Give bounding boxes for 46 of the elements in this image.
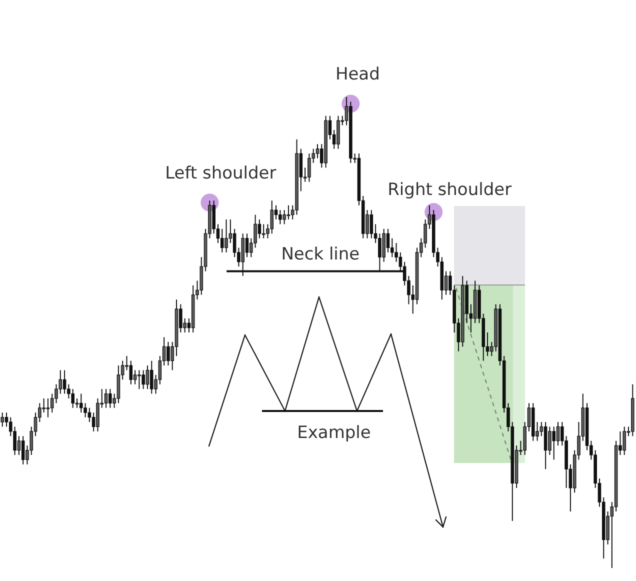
candlestick: [146, 364, 150, 390]
candlestick: [382, 228, 386, 262]
candlestick: [116, 364, 120, 404]
candlestick: [46, 398, 50, 418]
candlestick: [370, 210, 374, 239]
candlestick: [166, 341, 170, 366]
candlestick: [104, 388, 108, 408]
candlestick: [79, 393, 83, 414]
candlestick: [108, 388, 112, 408]
candlestick: [4, 412, 8, 428]
candlestick: [212, 200, 216, 234]
ref-line-label: Neck line: [281, 244, 360, 264]
candlestick: [282, 210, 286, 225]
candlestick: [262, 224, 266, 239]
candlestick: [220, 228, 224, 253]
candlestick: [308, 153, 311, 182]
candlestick: [544, 421, 548, 470]
candlestick: [96, 398, 100, 432]
candlestick: [42, 398, 46, 414]
candlestick: [232, 228, 236, 258]
candlestick: [556, 421, 560, 446]
text: Head: [335, 64, 380, 85]
candlestick: [245, 233, 249, 258]
candlestick: [75, 398, 79, 408]
annotation: Example: [297, 423, 371, 443]
candlestick: [138, 370, 141, 390]
annotation: Left shoulder: [165, 164, 276, 184]
candlestick: [278, 210, 282, 225]
candlestick: [286, 204, 290, 220]
candlestick: [142, 370, 145, 390]
candlestick: [552, 426, 556, 460]
candlestick: [150, 360, 154, 394]
candlestick: [62, 370, 66, 394]
candlestick: [336, 115, 340, 150]
candlestick: [548, 426, 552, 456]
candlestick: [21, 436, 25, 465]
candlestick: [71, 388, 74, 408]
candlestick: [390, 238, 394, 258]
annotation: Right shoulder: [388, 180, 512, 200]
candlestick: [129, 360, 133, 385]
candlestick: [270, 200, 274, 234]
candlestick: [224, 218, 228, 253]
candlestick: [622, 426, 626, 456]
candlestick: [54, 384, 58, 404]
candlestick: [0, 412, 4, 428]
candlestick: [84, 402, 87, 418]
